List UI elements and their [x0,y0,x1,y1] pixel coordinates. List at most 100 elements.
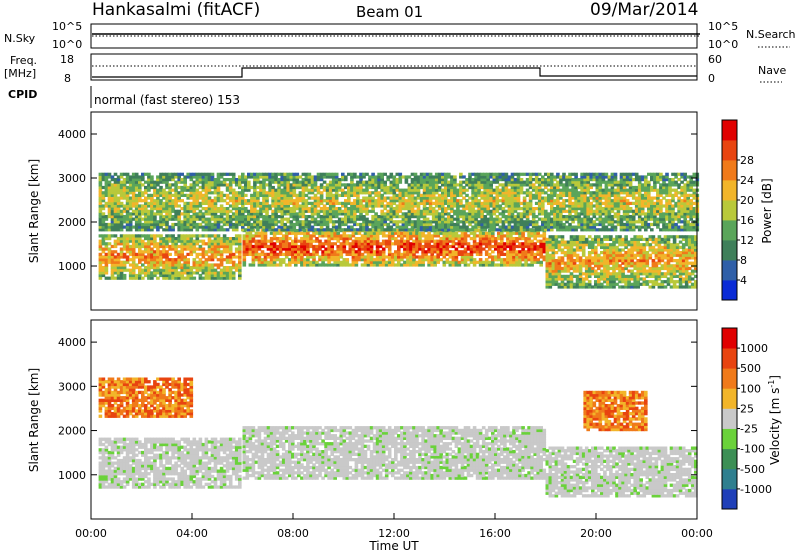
heatmap-cell [119,252,124,256]
heatmap-cell [180,172,184,176]
heatmap-cell [198,247,203,251]
heatmap-cell [122,185,127,190]
heatmap-cell [174,199,178,203]
heatmap-cell [551,261,556,265]
heatmap-cell [104,260,109,264]
heatmap-cell [316,185,321,190]
heatmap-cell [400,231,404,235]
heatmap-cell [687,261,692,265]
heatmap-cell [272,244,277,249]
heatmap-cell [687,248,692,252]
heatmap-cell [572,264,577,268]
heatmap-cell [222,242,227,246]
heatmap-cell [560,274,565,278]
heatmap-cell [144,228,148,232]
heatmap-cell [204,222,209,227]
heatmap-cell [603,253,607,257]
heatmap-cell [150,183,154,187]
heatmap-cell [125,217,130,221]
heatmap-cell [294,255,298,259]
heatmap-cell [472,239,477,243]
heatmap-cell [515,237,519,241]
heatmap-cell [515,258,519,262]
heatmap-cell [572,285,577,289]
heatmap-cell [375,231,380,235]
heatmap-cell [263,242,268,246]
heatmap-cell [198,201,203,205]
heatmap-cell [189,209,194,213]
heatmap-cell [487,239,492,243]
heatmap-cell [678,240,683,244]
heatmap-cell [156,212,160,216]
heatmap-cell [150,250,154,254]
heatmap-cell [312,255,316,259]
heatmap-cell [234,199,239,203]
heatmap-cell [368,191,372,195]
heatmap-cell [180,271,184,275]
heatmap-cell [254,247,259,251]
heatmap-cell [219,212,224,216]
heatmap-cell [228,276,233,280]
heatmap-cell [654,264,659,268]
heatmap-cell [119,260,124,264]
heatmap-cell [269,258,274,262]
heatmap-cell [144,260,148,264]
heatmap-cell [147,196,151,200]
heatmap-cell [186,172,190,176]
heatmap-cell [384,234,389,238]
heatmap-cell [174,193,178,197]
heatmap-cell [231,252,236,256]
heatmap-cell [110,217,115,221]
heatmap-cell [150,247,154,251]
heatmap-cell [645,251,650,255]
heatmap-cell [141,207,145,211]
heatmap-cell [177,239,181,243]
heatmap-cell [448,244,453,249]
heatmap-cell [442,231,447,235]
heatmap-cell [400,252,404,256]
heatmap-cell [448,237,453,241]
heatmap-cell [228,255,233,259]
heatmap-cell [591,245,595,249]
heatmap-cell [403,255,407,259]
heatmap-cell [684,248,689,252]
heatmap-cell [436,234,440,238]
heatmap-cell [113,183,118,187]
heatmap-cell [681,264,686,268]
heatmap-cell [387,260,392,264]
heatmap-cell [165,222,169,227]
heatmap-cell [398,215,403,219]
heatmap-cell [222,217,227,221]
heatmap-cell [116,180,121,184]
heatmap-cell [98,209,103,213]
heatmap-cell [238,263,242,267]
heatmap-cell [303,250,307,254]
heatmap-cell [560,237,565,241]
heatmap-cell [660,253,665,257]
heatmap-cell [491,263,495,267]
heatmap-cell [324,252,328,256]
heatmap-cell [494,258,498,262]
heatmap-cell [231,180,236,184]
heatmap-cell [219,250,224,254]
heatmap-cell [198,172,203,176]
heatmap-cell [186,239,190,243]
heatmap-cell [654,261,659,265]
heatmap-cell [150,199,154,203]
heatmap-cell [107,172,112,176]
heatmap-cell [131,242,136,246]
heatmap-cell [125,175,130,179]
heatmap-cell [242,255,247,259]
heatmap-cell [228,271,233,275]
heatmap-cell [375,263,380,267]
heatmap-cell [603,261,607,265]
heatmap-cell [312,250,316,254]
heatmap-cell [263,231,268,235]
heatmap-cell [219,225,224,229]
heatmap-cell [584,274,589,278]
heatmap-cell [168,207,172,211]
heatmap-cell [180,222,184,227]
heatmap-cell [412,260,416,264]
heatmap-cell [578,277,583,281]
heatmap-cell [141,263,145,267]
